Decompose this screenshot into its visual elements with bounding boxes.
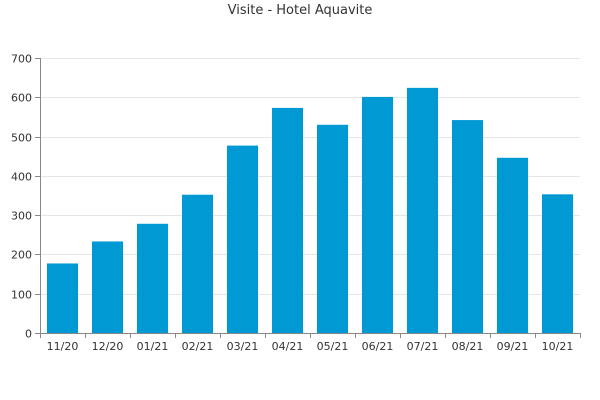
x-tick-label: 08/21 — [452, 340, 484, 353]
y-tick-label: 200 — [11, 249, 32, 262]
x-tick-label: 02/21 — [182, 340, 214, 353]
bars-layer — [46, 87, 574, 334]
label-layer: 0 100 200 300 400 500 600 700 11/20 12/20 01/21 02/… — [11, 53, 573, 354]
bar-03-21[interactable] — [226, 145, 259, 333]
bar-07-21[interactable] — [406, 87, 439, 333]
bar-09-21[interactable] — [496, 157, 529, 333]
x-tick-label: 11/20 — [47, 340, 79, 353]
bar-08-21[interactable] — [451, 120, 484, 333]
y-tick-label: 0 — [25, 328, 32, 341]
x-tick-label: 07/21 — [407, 340, 439, 353]
bar-01-21[interactable] — [136, 223, 169, 333]
bar-02-21[interactable] — [181, 194, 214, 333]
x-tick-label: 05/21 — [317, 340, 349, 353]
x-tick-label: 01/21 — [137, 340, 169, 353]
bar-04-21[interactable] — [271, 107, 304, 334]
bar-06-21[interactable] — [361, 96, 394, 334]
bar-11-20[interactable] — [46, 263, 79, 333]
bar-12-20[interactable] — [91, 241, 124, 333]
y-tick-label: 500 — [11, 132, 32, 145]
bar-05-21[interactable] — [316, 124, 349, 334]
x-tick-label: 06/21 — [362, 340, 394, 353]
x-tick-label: 09/21 — [497, 340, 529, 353]
grid-layer — [40, 58, 580, 295]
x-tick-label: 03/21 — [227, 340, 259, 353]
y-tick-label: 400 — [11, 171, 32, 184]
y-tick-label: 100 — [11, 289, 32, 302]
axis-layer — [35, 58, 581, 338]
x-tick-label: 10/21 — [542, 340, 574, 353]
x-tick-label: 04/21 — [272, 340, 304, 353]
bar-10-21[interactable] — [541, 194, 574, 333]
x-tick-label: 12/20 — [92, 340, 124, 353]
y-tick-label: 700 — [11, 53, 32, 66]
chart-title: Visite - Hotel Aquavite — [227, 3, 373, 18]
y-tick-label: 600 — [11, 92, 32, 105]
y-tick-label: 300 — [11, 210, 32, 223]
